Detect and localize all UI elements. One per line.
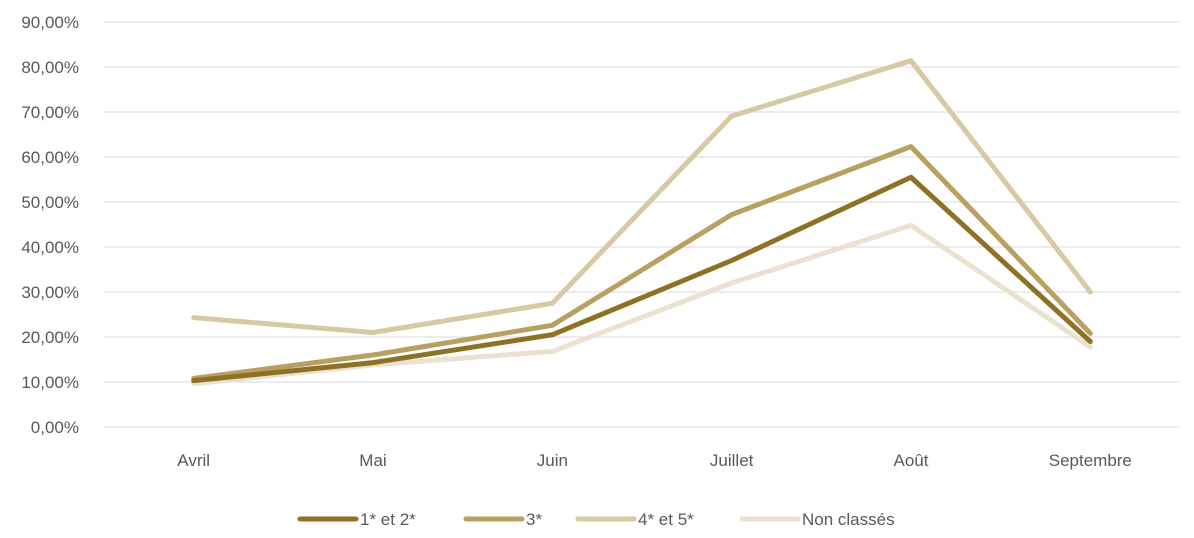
y-tick-label: 10,00% [21, 373, 79, 392]
legend-label: 1* et 2* [360, 510, 416, 529]
gridlines [104, 21, 1180, 428]
y-axis-tick-labels: 0,00% 10,00% 20,00% 30,00% 40,00% 50,00% 60,00… [21, 13, 79, 437]
y-tick-label: 80,00% [21, 58, 79, 77]
x-tick-label: Juillet [710, 451, 754, 470]
x-tick-label: Août [894, 451, 929, 470]
legend-label: 4* et 5* [638, 510, 694, 529]
y-tick-label: 30,00% [21, 283, 79, 302]
series-line-3 [191, 58, 1093, 335]
y-tick-label: 70,00% [21, 103, 79, 122]
y-tick-label: 50,00% [21, 193, 79, 212]
x-tick-label: Septembre [1049, 451, 1132, 470]
series-line-2 [191, 144, 1093, 381]
y-tick-label: 90,00% [21, 13, 79, 32]
legend-label: 3* [526, 510, 542, 529]
y-tick-label: 20,00% [21, 328, 79, 347]
x-tick-label: Avril [177, 451, 210, 470]
x-tick-label: Juin [537, 451, 568, 470]
y-tick-label: 0,00% [31, 418, 79, 437]
x-axis-tick-labels: Avril Mai Juin Juillet Août Septembre [177, 451, 1132, 470]
x-tick-label: Mai [359, 451, 386, 470]
series-lines [191, 58, 1093, 387]
legend: 1* et 2* 3* 4* et 5* Non classés [297, 510, 895, 529]
y-tick-label: 40,00% [21, 238, 79, 257]
series-line-1 [191, 174, 1093, 384]
legend-label: Non classés [802, 510, 895, 529]
y-tick-label: 60,00% [21, 148, 79, 167]
